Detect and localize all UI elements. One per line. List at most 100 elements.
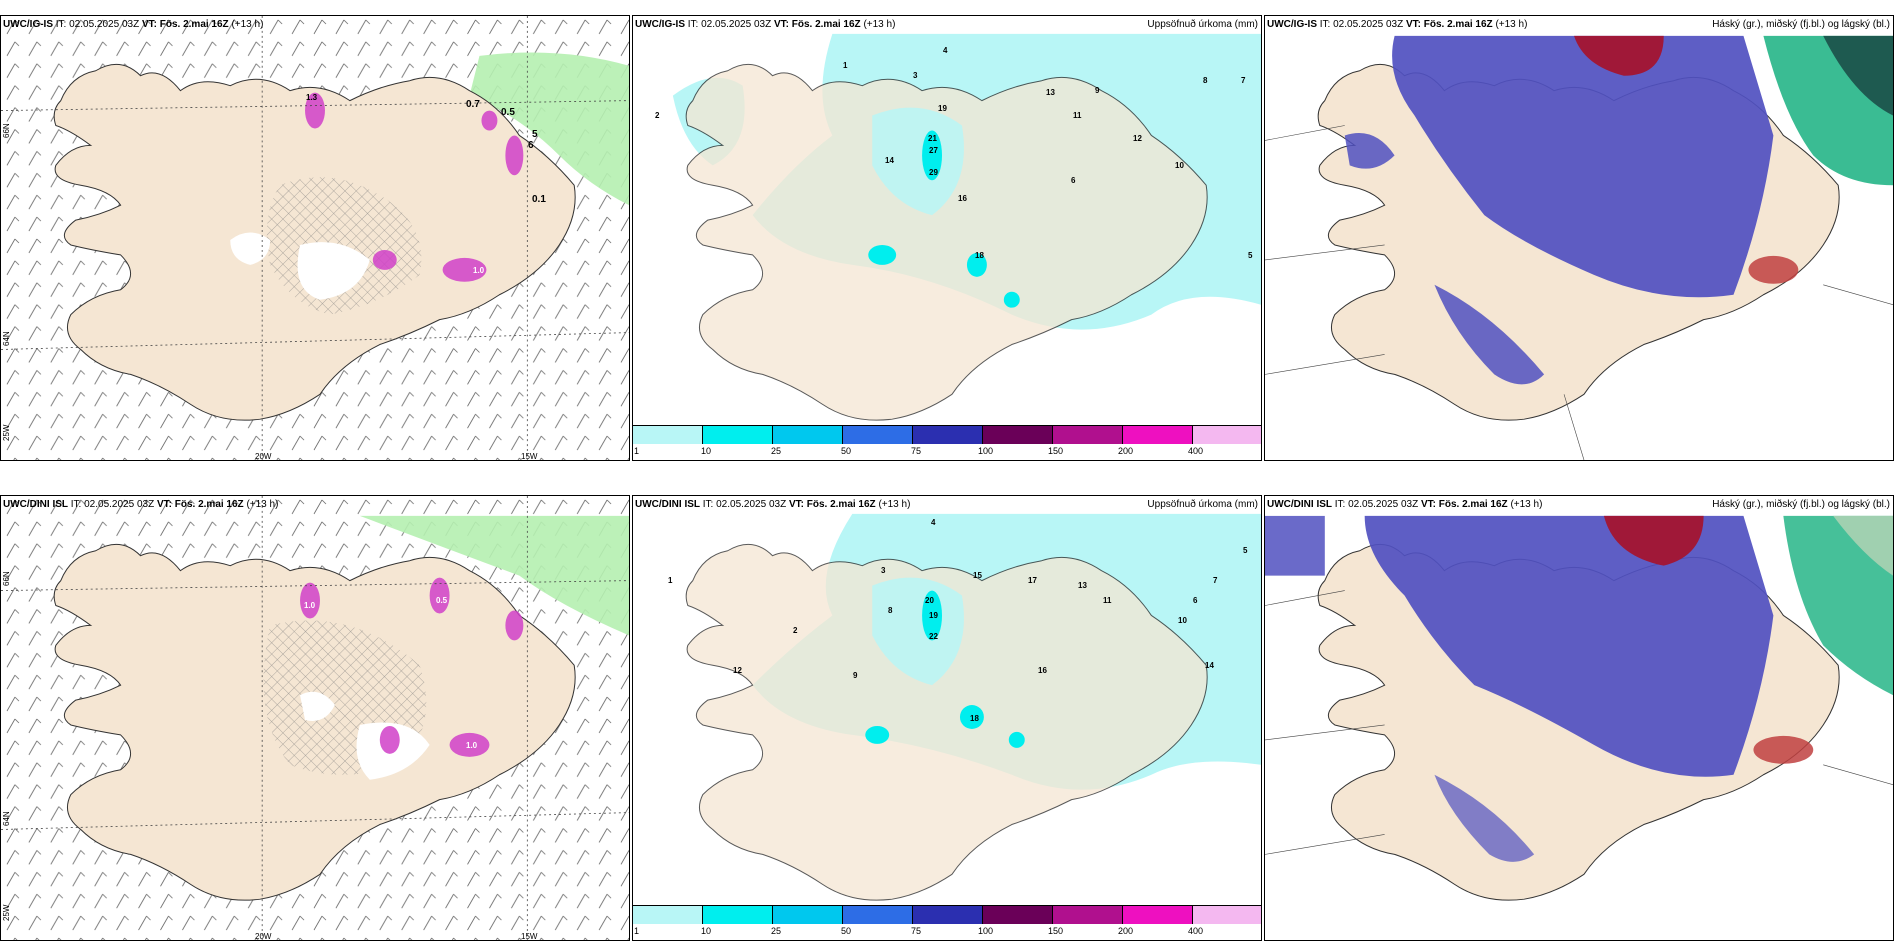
colorbar-tick: 400 bbox=[1188, 446, 1204, 456]
precip-label: 9 bbox=[853, 671, 858, 680]
colorbar-swatch bbox=[703, 426, 773, 444]
panel-wind-ig: UWC/IG-IS IT: 02.05.2025 03Z VT: Fös. 2.… bbox=[0, 15, 630, 461]
precip-map bbox=[685, 513, 1261, 901]
precip-label: 16 bbox=[1038, 666, 1047, 675]
wind-label: 5 bbox=[532, 129, 538, 140]
colorbar-tick: 25 bbox=[771, 926, 782, 936]
colorbar-tick: 10 bbox=[701, 446, 712, 456]
colorbar-tick: 100 bbox=[978, 926, 994, 936]
colorbar-tick: 75 bbox=[911, 926, 922, 936]
colorbar-tick: 10 bbox=[701, 926, 712, 936]
precip-label: 9 bbox=[1095, 86, 1100, 95]
precip-label: 4 bbox=[943, 46, 948, 55]
wind-label: 1.0 bbox=[304, 601, 316, 610]
precip-label: 11 bbox=[1073, 111, 1082, 120]
colorbar-swatch bbox=[913, 906, 983, 924]
colorbar: 1 10 25 50 75 100 150 200 400 bbox=[633, 905, 1261, 940]
colorbar: 1 10 25 50 75 100 150 200 400 bbox=[633, 425, 1261, 460]
lon-label-20: 20W bbox=[255, 452, 272, 461]
precip-label: 18 bbox=[975, 251, 984, 260]
lat-label-64: 64N bbox=[2, 331, 11, 346]
panel-subtitle: Háský (gr.), miðský (fj.bl.) og lágský (… bbox=[1712, 19, 1890, 30]
colorbar-swatch bbox=[1123, 906, 1193, 924]
precip-label: 29 bbox=[929, 168, 938, 177]
wind-map bbox=[1, 496, 629, 940]
panel-subtitle: Háský (gr.), miðský (fj.bl.) og lágský (… bbox=[1712, 499, 1890, 510]
precip-label: 3 bbox=[881, 566, 886, 575]
precip-label: 6 bbox=[1193, 596, 1198, 605]
colorbar-swatch bbox=[843, 906, 913, 924]
colorbar-swatch bbox=[633, 426, 703, 444]
colorbar-tick: 1 bbox=[634, 446, 640, 456]
precip-label: 7 bbox=[1213, 576, 1218, 585]
colorbar-tick: 25 bbox=[771, 446, 782, 456]
precip-label: 20 bbox=[925, 596, 934, 605]
panel-cloud-ig: UWC/IG-IS IT: 02.05.2025 03Z VT: Fös. 2.… bbox=[1264, 15, 1894, 461]
precip-label: 1 bbox=[843, 61, 848, 70]
panel-title: UWC/DINI ISL IT: 02.05.2025 03Z VT: Fös.… bbox=[635, 499, 911, 510]
precip-label: 12 bbox=[1133, 134, 1142, 143]
precip-label: 2 bbox=[793, 626, 798, 635]
cloud-map bbox=[1265, 515, 1893, 901]
colorbar-swatch bbox=[773, 426, 843, 444]
colorbar-swatch bbox=[913, 426, 983, 444]
panel-title: UWC/IG-IS IT: 02.05.2025 03Z VT: Fös. 2.… bbox=[3, 19, 264, 30]
panel-title: UWC/DINI ISL IT: 02.05.2025 03Z VT: Fös.… bbox=[3, 499, 279, 510]
wind-label: 0.5 bbox=[501, 107, 515, 118]
wind-label: 0.7 bbox=[466, 99, 480, 110]
precip-label: 5 bbox=[1243, 546, 1248, 555]
panel-title: UWC/IG-IS IT: 02.05.2025 03Z VT: Fös. 2.… bbox=[635, 19, 896, 30]
wind-label: 1.3 bbox=[306, 93, 318, 102]
wind-label: 1.0 bbox=[473, 266, 485, 275]
panel-cloud-dini: UWC/DINI ISL IT: 02.05.2025 03Z VT: Fös.… bbox=[1264, 495, 1894, 941]
panel-wind-dini: UWC/DINI ISL IT: 02.05.2025 03Z VT: Fös.… bbox=[0, 495, 630, 941]
precip-label: 12 bbox=[733, 666, 742, 675]
colorbar-tick: 75 bbox=[911, 446, 922, 456]
precip-map bbox=[633, 33, 1261, 427]
panel-subtitle: Uppsöfnuð úrkoma (mm) bbox=[1147, 499, 1258, 510]
colorbar-tick: 150 bbox=[1048, 926, 1064, 936]
precip-label: 22 bbox=[929, 632, 938, 641]
precip-label: 21 bbox=[928, 134, 937, 143]
precip-label: 5 bbox=[1248, 251, 1253, 260]
colorbar-swatch bbox=[633, 906, 703, 924]
colorbar-swatch bbox=[1193, 906, 1261, 924]
precip-label: 8 bbox=[888, 606, 893, 615]
lon-label-15: 15W bbox=[521, 932, 538, 941]
colorbar-tick: 50 bbox=[841, 446, 852, 456]
panel-precip-ig: UWC/IG-IS IT: 02.05.2025 03Z VT: Fös. 2.… bbox=[632, 15, 1262, 461]
lon-label-20: 20W bbox=[255, 932, 272, 941]
colorbar-tick: 150 bbox=[1048, 446, 1064, 456]
colorbar-swatch bbox=[773, 906, 843, 924]
colorbar-tick: 200 bbox=[1118, 926, 1134, 936]
lon-label-15: 15W bbox=[521, 452, 538, 461]
lat-label-66: 66N bbox=[2, 123, 11, 138]
precip-label: 14 bbox=[885, 156, 894, 165]
colorbar-swatch bbox=[983, 906, 1053, 924]
panel-title: UWC/DINI ISL IT: 02.05.2025 03Z VT: Fös.… bbox=[1267, 499, 1543, 510]
precip-label: 7 bbox=[1241, 76, 1246, 85]
colorbar-swatch bbox=[1123, 426, 1193, 444]
precip-label: 10 bbox=[1178, 616, 1187, 625]
colorbar-tick: 1 bbox=[634, 926, 640, 936]
colorbar-tick: 100 bbox=[978, 446, 994, 456]
colorbar-swatch bbox=[843, 426, 913, 444]
lon-label-25: 25W bbox=[2, 424, 11, 441]
cloud-map bbox=[1265, 35, 1893, 460]
precip-label: 10 bbox=[1175, 161, 1184, 170]
precip-label: 1 bbox=[668, 576, 673, 585]
wind-label: 0.1 bbox=[532, 194, 546, 205]
wind-map bbox=[1, 16, 629, 460]
precip-label: 13 bbox=[1078, 581, 1087, 590]
colorbar-tick: 50 bbox=[841, 926, 852, 936]
precip-label: 8 bbox=[1203, 76, 1208, 85]
wind-label: 1.0 bbox=[466, 741, 478, 750]
precip-label: 19 bbox=[938, 104, 947, 113]
precip-label: 17 bbox=[1028, 576, 1037, 585]
lat-label-66: 66N bbox=[2, 571, 11, 586]
panel-precip-dini: UWC/DINI ISL IT: 02.05.2025 03Z VT: Fös.… bbox=[632, 495, 1262, 941]
wind-label: 0.5 bbox=[436, 596, 448, 605]
precip-label: 2 bbox=[655, 111, 660, 120]
lat-label-64: 64N bbox=[2, 811, 11, 826]
panel-title: UWC/IG-IS IT: 02.05.2025 03Z VT: Fös. 2.… bbox=[1267, 19, 1528, 30]
